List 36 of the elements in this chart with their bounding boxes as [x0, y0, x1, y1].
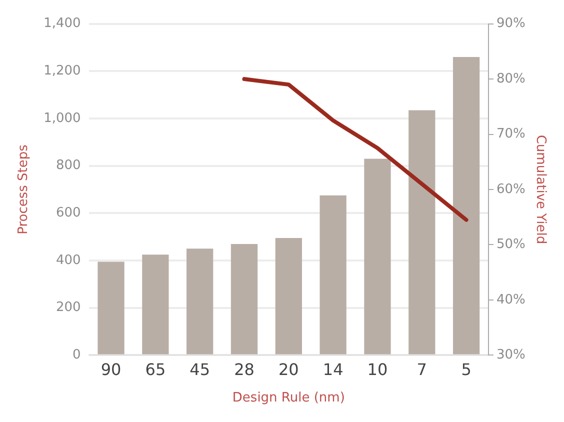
- y2-tick-label: 90%: [496, 16, 526, 32]
- y2-tick-label: 60%: [496, 182, 526, 197]
- y-tick-label: 1,000: [44, 110, 81, 126]
- bar: [408, 110, 436, 354]
- x-tick-label: 90: [100, 360, 122, 379]
- x-tick-label: 20: [278, 360, 299, 379]
- bar: [98, 262, 124, 354]
- y-tick-label: 600: [56, 206, 81, 221]
- y2-tick-label: 30%: [496, 348, 526, 363]
- bar: [320, 195, 346, 354]
- x-tick-label: 7: [416, 360, 427, 379]
- y-tick-label: 200: [56, 300, 81, 316]
- y-axis-title: Process Steps: [16, 144, 32, 234]
- x-tick-label: 65: [145, 360, 166, 379]
- y-tick-label: 1,400: [44, 16, 81, 32]
- y-tick-label: 1,200: [44, 64, 81, 79]
- y-tick-label: 400: [56, 252, 81, 268]
- y-tick-label: 0: [72, 348, 81, 363]
- bar: [275, 238, 302, 354]
- bar: [364, 158, 391, 354]
- x-tick-label: 14: [322, 360, 344, 379]
- y2-axis-title: Cumulative Yield: [532, 134, 548, 244]
- bar: [142, 254, 169, 354]
- bar: [186, 248, 214, 354]
- x-tick-label: 45: [190, 360, 210, 379]
- x-tick-label: 28: [234, 360, 254, 379]
- x-axis-title: Design Rule (nm): [232, 390, 345, 406]
- y2-tick-label: 80%: [496, 71, 526, 86]
- x-tick-label: 5: [461, 360, 472, 379]
- y-tick-label: 800: [56, 158, 81, 174]
- bar: [452, 56, 480, 354]
- y2-tick-label: 50%: [496, 237, 526, 252]
- x-tick-label: 10: [367, 360, 388, 379]
- y2-tick-label: 40%: [496, 292, 526, 308]
- bar: [230, 244, 258, 354]
- y2-tick-label: 70%: [496, 126, 526, 142]
